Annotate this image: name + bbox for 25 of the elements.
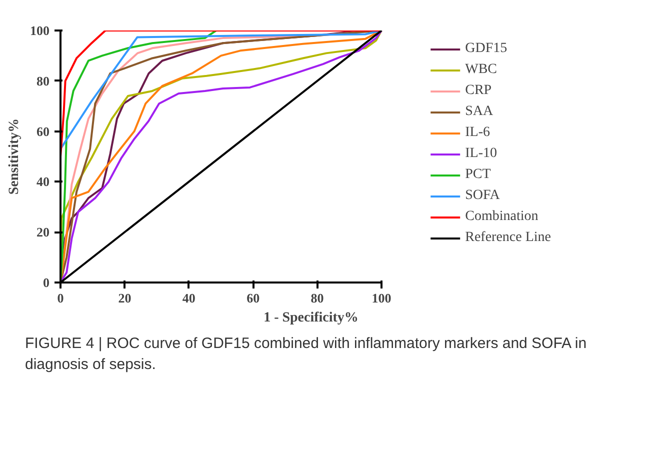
legend-label: CRP	[465, 82, 492, 100]
y-axis-title: Sensitivity%	[7, 118, 22, 195]
legend-label: SAA	[465, 103, 494, 121]
legend-label: Reference Line	[465, 229, 551, 247]
legend-label: WBC	[465, 61, 497, 79]
legend-label: SOFA	[465, 187, 500, 205]
x-tick-label: 40	[182, 290, 196, 306]
legend-label: PCT	[465, 166, 491, 184]
x-tick-label: 80	[310, 290, 324, 306]
y-tick-label: 40	[36, 174, 50, 190]
legend-label: IL-10	[465, 145, 497, 163]
x-tick-label: 60	[246, 290, 260, 306]
y-tick-label: 60	[36, 124, 50, 139]
legend-label: IL-6	[465, 124, 490, 142]
caption: FIGURE 4 | ROC curve of GDF15 combined with inflammatory markers and SOFA in diagnosis of sepsis.	[25, 334, 588, 376]
x-axis-title: 1 - Specificity%	[264, 310, 358, 326]
y-tick-label: 100	[30, 23, 50, 38]
x-tick-label: 0	[57, 290, 64, 306]
y-tick-label: 0	[43, 275, 50, 290]
y-tick-label: 20	[36, 224, 50, 240]
legend-label: Combination	[465, 208, 538, 226]
x-tick-label: 100	[372, 290, 392, 306]
y-tick-label: 80	[36, 73, 50, 88]
x-tick-label: 20	[118, 290, 132, 306]
legend-label: GDF15	[465, 40, 508, 58]
